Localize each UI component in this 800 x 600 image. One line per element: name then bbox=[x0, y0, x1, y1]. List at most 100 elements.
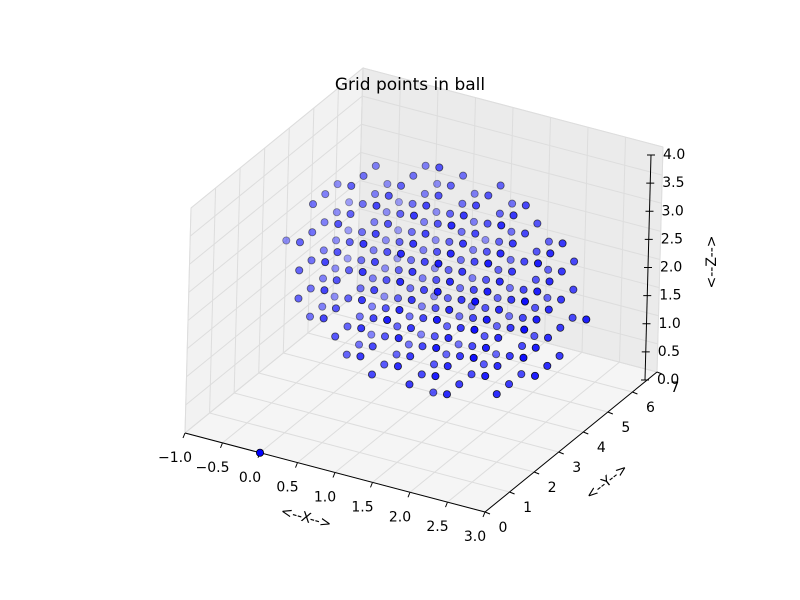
tick-mark bbox=[656, 371, 663, 375]
point bbox=[294, 294, 303, 303]
point bbox=[444, 265, 453, 274]
point bbox=[531, 303, 540, 312]
point bbox=[381, 304, 390, 313]
tick-mark bbox=[445, 501, 448, 508]
point bbox=[431, 304, 440, 313]
grid-line bbox=[358, 236, 659, 317]
point bbox=[458, 267, 467, 276]
y-axis-line bbox=[484, 371, 658, 513]
z-tick-label: 0.0 bbox=[657, 372, 679, 388]
point bbox=[394, 334, 403, 343]
point bbox=[405, 380, 414, 389]
z-tick-label: 4.0 bbox=[663, 147, 685, 163]
grid-line bbox=[362, 95, 663, 176]
point bbox=[332, 236, 341, 245]
point bbox=[433, 287, 442, 296]
point bbox=[443, 322, 452, 331]
point bbox=[431, 372, 440, 381]
point bbox=[493, 293, 502, 302]
z-tick-label: 1.0 bbox=[659, 316, 681, 332]
point bbox=[505, 312, 514, 321]
z-tick-label: 0.5 bbox=[658, 344, 680, 360]
point bbox=[459, 211, 468, 220]
point bbox=[370, 218, 379, 227]
point bbox=[417, 302, 426, 311]
point bbox=[407, 256, 416, 265]
y-tick-label: 5 bbox=[621, 420, 630, 436]
point bbox=[357, 256, 366, 265]
grid-line bbox=[184, 292, 358, 434]
point bbox=[371, 189, 380, 198]
point bbox=[519, 353, 528, 362]
point bbox=[305, 312, 314, 321]
x-tick-label: −0.5 bbox=[196, 460, 230, 476]
point bbox=[457, 227, 466, 236]
grid-line bbox=[409, 351, 583, 493]
point bbox=[383, 315, 392, 324]
point bbox=[359, 239, 368, 248]
point bbox=[521, 201, 530, 210]
point bbox=[468, 342, 477, 351]
tick-mark bbox=[533, 471, 540, 475]
point bbox=[493, 361, 502, 370]
point bbox=[507, 295, 516, 304]
point bbox=[533, 287, 542, 296]
point bbox=[334, 219, 343, 228]
x-axis-line bbox=[184, 432, 486, 513]
point bbox=[434, 259, 443, 268]
grid-line bbox=[186, 236, 359, 378]
point bbox=[495, 237, 504, 246]
point bbox=[483, 219, 492, 228]
point bbox=[434, 191, 443, 200]
point bbox=[517, 370, 526, 379]
point bbox=[508, 239, 517, 248]
point bbox=[556, 323, 565, 332]
tick-mark bbox=[295, 462, 298, 468]
point bbox=[433, 219, 442, 228]
point bbox=[346, 209, 355, 218]
point bbox=[546, 249, 555, 258]
grid-line bbox=[258, 372, 559, 453]
point bbox=[483, 287, 492, 296]
point bbox=[484, 259, 493, 268]
point bbox=[442, 350, 451, 359]
point bbox=[355, 312, 364, 321]
point bbox=[492, 322, 501, 331]
point bbox=[482, 275, 491, 284]
point bbox=[381, 264, 390, 273]
point bbox=[442, 390, 451, 399]
z-tick-label: 1.5 bbox=[659, 288, 681, 304]
point bbox=[380, 332, 389, 341]
point bbox=[396, 249, 405, 258]
point bbox=[470, 257, 479, 266]
tick-mark bbox=[607, 411, 614, 415]
grid-line bbox=[187, 180, 361, 321]
axes: −1.0−0.50.00.51.01.52.02.53.0012345670.0… bbox=[158, 147, 685, 545]
y-tick-label: 3 bbox=[572, 460, 581, 476]
point bbox=[357, 296, 366, 305]
point bbox=[308, 228, 317, 237]
point bbox=[382, 276, 391, 285]
grid-line bbox=[259, 312, 433, 454]
point bbox=[544, 237, 553, 246]
y-tick-label: 7 bbox=[671, 380, 680, 396]
point bbox=[331, 304, 340, 313]
point bbox=[432, 315, 441, 324]
point bbox=[331, 332, 340, 341]
point bbox=[419, 285, 428, 294]
point bbox=[307, 256, 316, 265]
tick-mark bbox=[484, 511, 491, 515]
point bbox=[532, 247, 541, 256]
point bbox=[417, 330, 426, 339]
point bbox=[446, 249, 455, 258]
point bbox=[408, 267, 417, 276]
grid-line bbox=[332, 312, 633, 393]
point bbox=[319, 246, 328, 255]
point bbox=[383, 247, 392, 256]
point bbox=[458, 239, 467, 248]
point bbox=[406, 324, 415, 333]
z-axis-label: <--Z--> bbox=[704, 235, 720, 288]
point bbox=[308, 200, 317, 209]
point bbox=[471, 229, 480, 238]
point bbox=[321, 190, 330, 199]
